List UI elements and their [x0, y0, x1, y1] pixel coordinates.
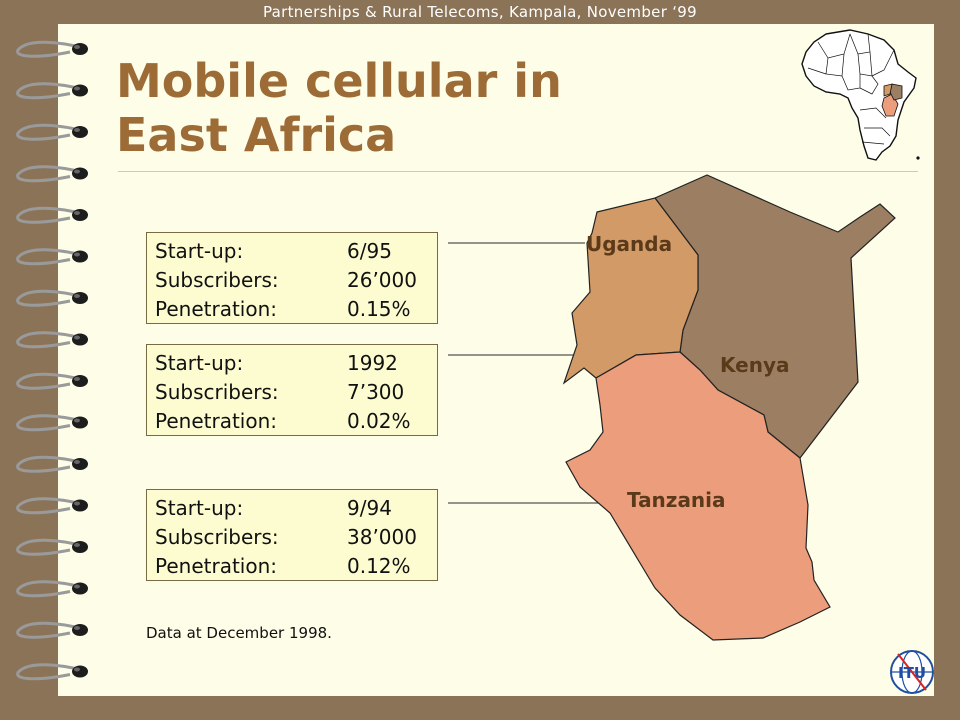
- africa-locator-map: [801, 29, 920, 161]
- uganda-info-box: Start-up: 6/95 Subscribers: 26’000 Penetra…: [146, 232, 438, 324]
- spiral-hole-highlight: [74, 211, 80, 215]
- spiral-ring: [16, 497, 85, 515]
- uganda-label: Uganda: [586, 232, 672, 256]
- penetration-label: Penetration:: [155, 409, 278, 433]
- itu-logo-text: ITU: [898, 664, 926, 682]
- spiral-ring: [16, 414, 85, 432]
- tanzania-info-box: Start-up: 9/94 Subscribers: 38’000 Penetra…: [146, 489, 438, 581]
- subscribers-value: 7’300: [347, 380, 405, 404]
- spiral-hole-highlight: [74, 667, 80, 672]
- page-title: Mobile cellular in East Africa: [116, 54, 562, 162]
- penetration-label: Penetration:: [155, 297, 278, 321]
- spiral-ring: [16, 621, 85, 639]
- spiral-ring: [16, 289, 85, 307]
- spiral-ring: [16, 206, 85, 224]
- subscribers-value: 38’000: [347, 525, 417, 549]
- subscribers-label: Subscribers:: [155, 380, 279, 404]
- startup-label: Start-up:: [155, 351, 244, 375]
- subscribers-value: 26’000: [347, 268, 417, 292]
- penetration-label: Penetration:: [155, 554, 278, 578]
- spiral-hole-highlight: [74, 128, 80, 132]
- spiral-hole-highlight: [74, 86, 80, 91]
- kenya-label: Kenya: [720, 353, 789, 377]
- spiral-hole-highlight: [74, 543, 80, 547]
- spiral-ring: [16, 455, 85, 473]
- spiral-binding: [16, 40, 88, 681]
- spiral-hole-highlight: [74, 335, 80, 340]
- startup-value: 1992: [347, 351, 398, 375]
- spiral-ring: [16, 248, 85, 266]
- spiral-hole-highlight: [74, 377, 80, 381]
- penetration-value: 0.15%: [347, 297, 411, 321]
- uganda-region: [562, 197, 699, 385]
- startup-label: Start-up:: [155, 496, 244, 520]
- spiral-hole-highlight: [74, 584, 80, 589]
- spiral-hole-highlight: [74, 169, 80, 174]
- footnote: Data at December 1998.: [146, 624, 332, 642]
- penetration-value: 0.02%: [347, 409, 411, 433]
- spiral-hole-highlight: [74, 294, 80, 298]
- tanzania-label: Tanzania: [627, 488, 726, 512]
- spiral-hole-highlight: [74, 501, 80, 506]
- spiral-hole-highlight: [74, 460, 80, 464]
- spiral-ring: [16, 580, 85, 598]
- spiral-ring: [16, 123, 85, 141]
- spiral-hole-highlight: [74, 626, 80, 630]
- header-text: Partnerships & Rural Telecoms, Kampala, …: [263, 3, 697, 21]
- spiral-hole-highlight: [74, 45, 80, 49]
- spiral-ring: [16, 165, 85, 183]
- spiral-hole-highlight: [74, 418, 80, 423]
- startup-value: 9/94: [347, 496, 392, 520]
- startup-value: 6/95: [347, 239, 392, 263]
- spiral-ring: [16, 372, 85, 390]
- startup-label: Start-up:: [155, 239, 244, 263]
- subscribers-label: Subscribers:: [155, 268, 279, 292]
- spiral-ring: [16, 538, 85, 556]
- itu-logo: ITU: [890, 650, 934, 694]
- penetration-value: 0.12%: [347, 554, 411, 578]
- title-divider: [118, 171, 918, 172]
- subscribers-label: Subscribers:: [155, 525, 279, 549]
- spiral-hole-highlight: [74, 252, 80, 257]
- spiral-ring: [16, 40, 85, 58]
- spiral-ring: [16, 82, 85, 100]
- spiral-ring: [16, 331, 85, 349]
- kenya-info-box: Start-up: 1992 Subscribers: 7’300 Penetrat…: [146, 344, 438, 436]
- tanzania-region: [565, 351, 831, 641]
- spiral-ring: [16, 663, 85, 681]
